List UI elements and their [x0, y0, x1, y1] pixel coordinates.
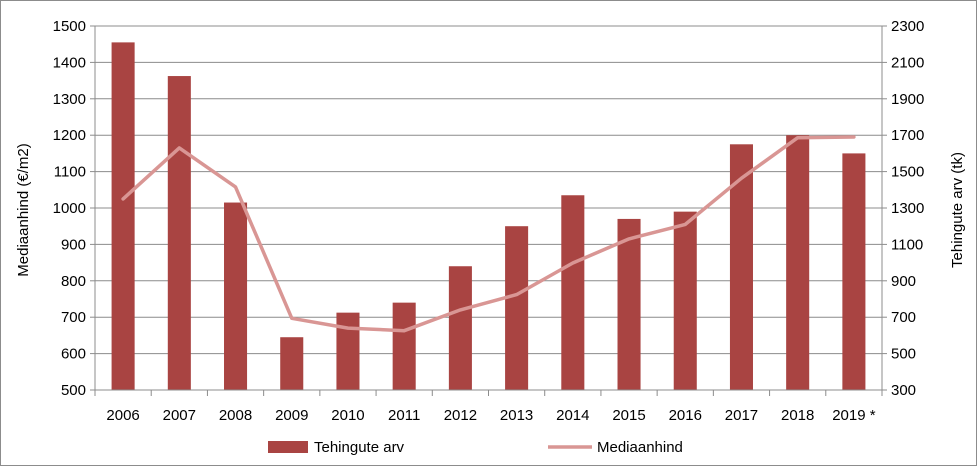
x-tick-label: 2008 — [219, 407, 252, 424]
bar — [224, 202, 248, 390]
bar — [617, 218, 641, 390]
line-layer — [121, 135, 856, 333]
y-tick-label: 800 — [61, 273, 86, 290]
y-tick-label: 1400 — [53, 54, 86, 71]
x-tick-label: 2016 — [669, 407, 702, 424]
bar — [392, 302, 416, 390]
y2-tick-label: 1500 — [891, 164, 924, 181]
y2-tick-label: 500 — [891, 346, 916, 363]
x-tick-label: 2014 — [556, 407, 589, 424]
y2-tick-label: 900 — [891, 273, 916, 290]
y2-tick-label: 700 — [891, 309, 916, 326]
y2-tick-label: 1300 — [891, 200, 924, 217]
legend-bar-label: Tehingute arv — [314, 439, 405, 456]
y-tick-label: 600 — [61, 346, 86, 363]
y2-tick-label: 300 — [891, 382, 916, 399]
bar — [561, 195, 585, 390]
y-tick-label: 1100 — [54, 164, 86, 181]
y2-tick-label: 1700 — [891, 127, 924, 144]
median-price-line — [121, 135, 856, 333]
x-tick-label: 2010 — [331, 407, 364, 424]
y2-tick-label: 2300 — [891, 18, 924, 35]
x-tick-label: 2006 — [106, 407, 139, 424]
bar — [505, 226, 529, 390]
bar — [842, 153, 866, 390]
y-tick-label: 900 — [61, 236, 86, 253]
bar-layer — [111, 42, 866, 391]
y-tick-label: 1000 — [53, 200, 86, 217]
x-tick-label: 2012 — [444, 407, 477, 424]
bar — [673, 211, 697, 390]
y-tick-label: 1500 — [53, 18, 86, 35]
x-tick-label: 2019 * — [832, 407, 876, 424]
x-tick-label: 2009 — [275, 407, 308, 424]
bar — [786, 135, 810, 390]
x-tick-label: 2015 — [612, 407, 645, 424]
bar — [729, 144, 753, 390]
grid-layer — [95, 25, 882, 355]
bar — [111, 42, 135, 390]
y-axis-title: Mediaanhind (€/m2) — [15, 143, 32, 276]
x-tick-label: 2018 — [781, 407, 814, 424]
y2-tick-label: 2100 — [891, 54, 924, 71]
y2-tick-label: 1100 — [891, 236, 923, 253]
legend-bar-swatch — [268, 441, 308, 453]
y-tick-label: 1200 — [53, 127, 86, 144]
x-tick-label: 2007 — [163, 407, 196, 424]
bar — [280, 337, 304, 390]
bar — [448, 266, 472, 390]
y2-axis-title: Tehingute arv (tk) — [949, 152, 966, 268]
tick-layer: 500 600 700 800 900 1000 1100 1200 1300 1400 1500 3… — [53, 18, 925, 424]
legend: Tehingute arv Mediaanhind — [268, 439, 683, 456]
x-tick-label: 2011 — [388, 407, 420, 424]
y-tick-label: 1300 — [53, 91, 86, 108]
bar — [167, 76, 191, 391]
x-tick-label: 2013 — [500, 407, 533, 424]
bar — [336, 312, 360, 390]
y-tick-label: 500 — [61, 382, 86, 399]
y2-tick-label: 1900 — [891, 91, 924, 108]
legend-line-label: Mediaanhind — [597, 439, 683, 456]
axis-layer — [90, 25, 887, 396]
y-tick-label: 700 — [61, 309, 86, 326]
x-tick-label: 2017 — [725, 407, 758, 424]
